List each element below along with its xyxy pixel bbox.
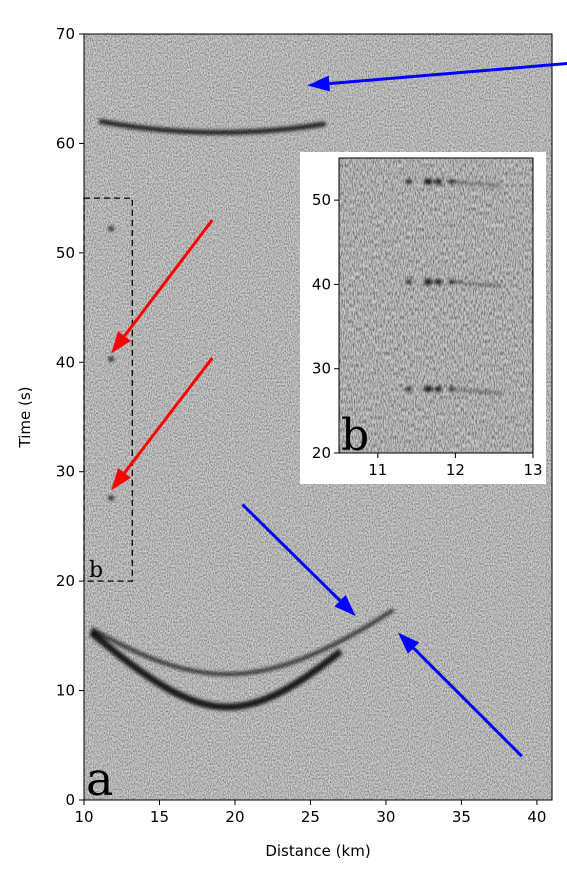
inset-noise (339, 158, 533, 453)
inset-frame (338, 157, 534, 454)
y-tick-label: 40 (56, 353, 75, 371)
x-tick-label: 40 (527, 808, 546, 826)
arrows (111, 62, 567, 758)
arrow-shaft (241, 503, 342, 602)
x-tick-label: 10 (74, 808, 93, 826)
inset-y-tick-label: 40 (312, 275, 331, 293)
inset-event-tail (451, 387, 503, 395)
inset-y-tick-label: 50 (312, 191, 331, 209)
arrow-head (111, 331, 131, 354)
panel-label-a: a (86, 752, 113, 806)
x-tick-label: 15 (150, 808, 169, 826)
highlight-box-label: b (89, 558, 103, 583)
inset-event-blob (424, 385, 433, 393)
inset-event-blob (424, 178, 433, 185)
inset-x-tick-label: 13 (523, 461, 542, 479)
arrow-shaft (329, 62, 567, 86)
arrow-head (334, 595, 356, 617)
inset-event-blob (434, 386, 443, 392)
inset-x-tick-label: 12 (446, 461, 465, 479)
y-tick-label: 60 (56, 134, 75, 152)
arrow-shaft (123, 219, 214, 337)
y-tick-label: 0 (65, 791, 75, 809)
y-tick-label: 10 (56, 682, 75, 700)
lower-event-trace-secondary (90, 608, 395, 677)
arrow-head (398, 632, 420, 654)
inset-event-blob (434, 178, 443, 185)
point-event (108, 226, 115, 232)
upper-event-trace (98, 118, 326, 135)
inset-signal-traces (405, 178, 503, 395)
inset-y-tick-label: 30 (312, 360, 331, 378)
y-tick-label: 50 (56, 244, 75, 262)
inset-event-tail (451, 180, 503, 187)
panel-label-b: b (341, 410, 369, 461)
signal-traces (89, 118, 395, 711)
x-tick-label: 35 (452, 808, 471, 826)
arrow-shaft (412, 647, 523, 758)
inset-event-blob (405, 179, 413, 184)
panel-b: 11 12 13 20 30 40 50 b (300, 152, 546, 484)
inset-event-blob (405, 386, 413, 392)
inset-x-tick-label: 11 (368, 461, 387, 479)
inset-y-tick-label: 20 (312, 444, 331, 462)
point-event (108, 495, 115, 501)
y-tick-label: 70 (56, 25, 75, 43)
y-tick-label: 30 (56, 463, 75, 481)
x-tick-label: 25 (301, 808, 320, 826)
arrow-head (111, 467, 131, 491)
x-tick-label: 30 (376, 808, 395, 826)
inset-event-blob (434, 279, 443, 285)
arrow-head (307, 75, 331, 92)
plot-frame (83, 33, 553, 801)
lower-event-trace (89, 629, 343, 711)
y-axis-label: Time (s) (16, 387, 34, 449)
inset-axis-ticks: 11 12 13 20 30 40 50 (312, 191, 543, 479)
x-tick-label: 20 (225, 808, 244, 826)
inset-event-tail (451, 280, 503, 288)
arrow-shaft (123, 356, 214, 474)
point-event (108, 356, 115, 362)
inset-event-blob (424, 278, 433, 286)
point-event (90, 631, 97, 637)
y-tick-label: 20 (56, 572, 75, 590)
inset-event-blob (405, 279, 413, 285)
x-axis-label: Distance (km) (265, 842, 370, 860)
